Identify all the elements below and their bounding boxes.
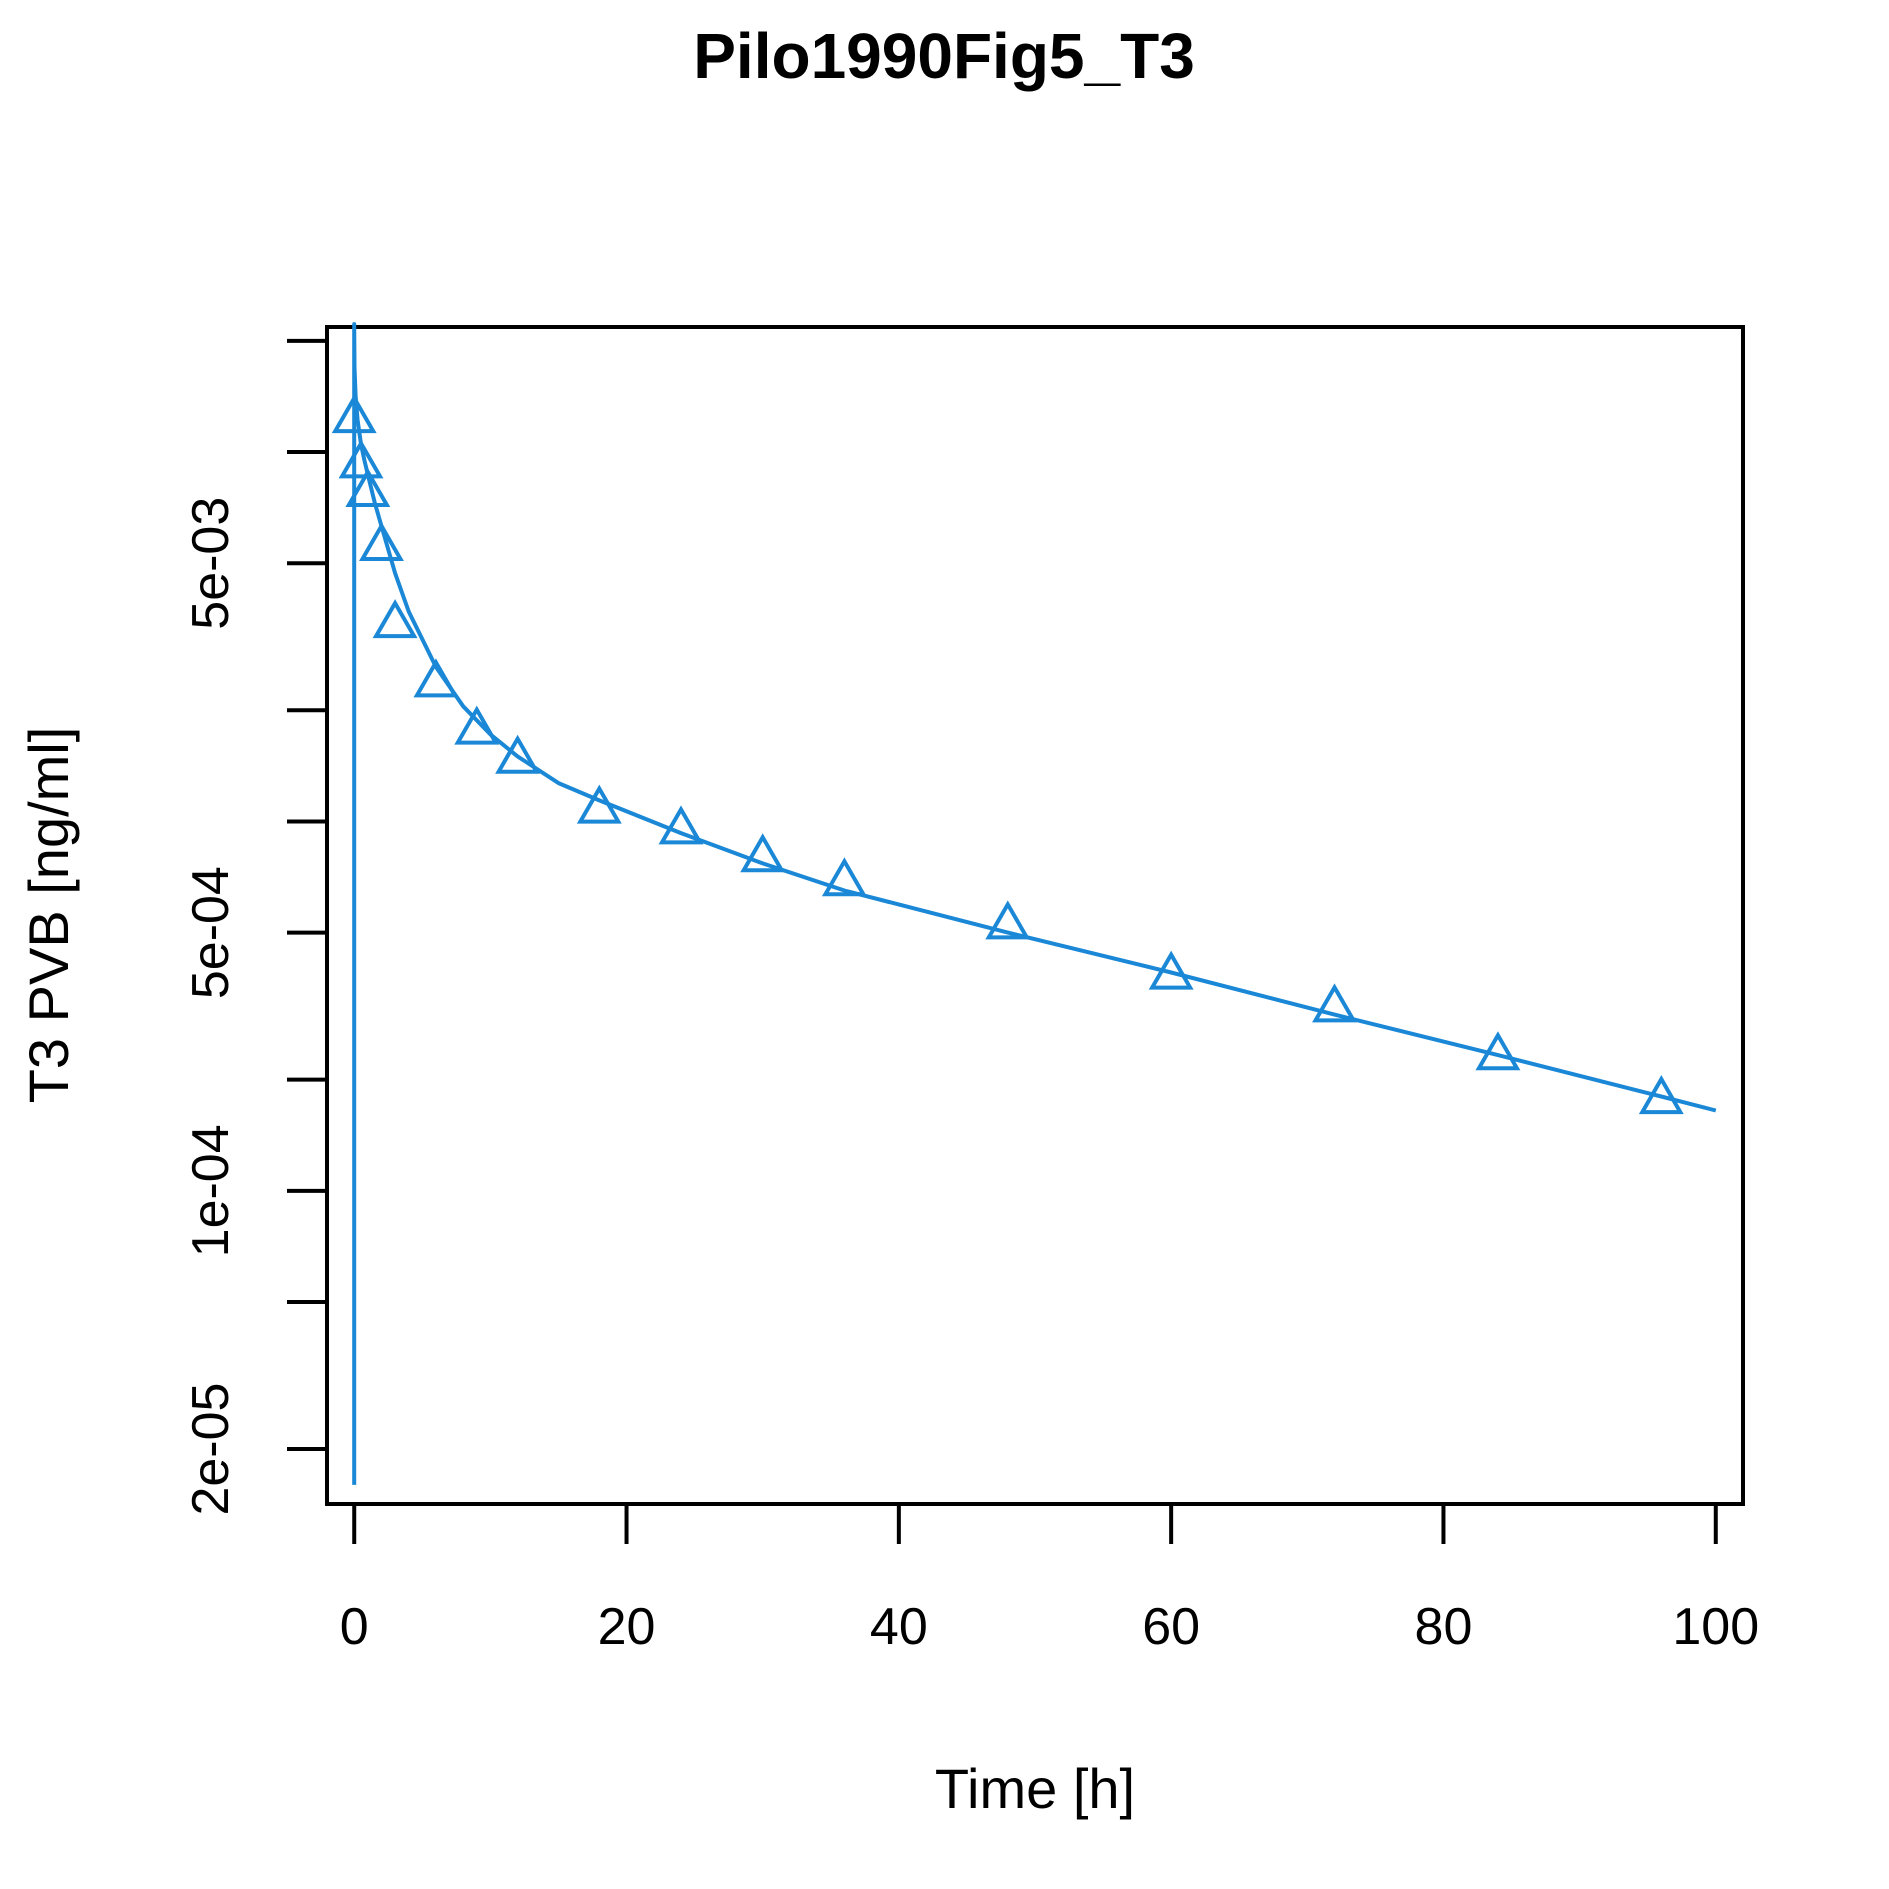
data-point-triangle [413,658,459,698]
y-tick-label: 2e-05 [182,1383,240,1516]
x-axis-label: Time [h] [935,1757,1135,1820]
x-tick-label: 80 [1415,1598,1473,1656]
series-layer [331,322,1717,1485]
x-tick-label: 20 [598,1598,656,1656]
x-tick-label: 100 [1672,1598,1759,1656]
y-tick-label: 1e-04 [182,1124,240,1257]
x-tick-label: 40 [870,1598,928,1656]
data-point-triangle [1312,983,1357,1023]
data-point-triangle [372,599,418,639]
data-point-triangle [454,705,500,745]
data-point-triangle [338,439,384,479]
y-axis-label: T3 PVB [ng/ml] [17,727,80,1104]
data-point-triangle [1475,1031,1521,1071]
data-point-triangle [345,467,391,507]
plot-frame [325,325,1745,1506]
data-point-triangle [359,521,404,561]
chart-title: Pilo1990Fig5_T3 [693,20,1195,92]
data-point-triangle [495,734,541,774]
x-axis: 0 20 40 60 80 100 [340,1502,1759,1656]
x-tick-label: 0 [340,1598,369,1656]
fit-line [352,322,1717,1485]
x-tick-label: 60 [1142,1598,1200,1656]
y-tick-label: 5e-04 [182,866,240,999]
data-point-triangle [576,784,622,824]
data-point-triangle [985,900,1031,940]
y-tick-label: 5e-03 [182,497,240,630]
data-point-triangle [821,857,867,897]
y-axis: 2e-05 1e-04 5e-04 5e-03 [182,338,329,1516]
data-point-triangle [658,805,704,845]
data-point-triangle [1638,1075,1684,1115]
data-point-triangle [1148,950,1194,990]
data-point-triangle [331,394,377,434]
data-point-triangle [740,833,786,873]
